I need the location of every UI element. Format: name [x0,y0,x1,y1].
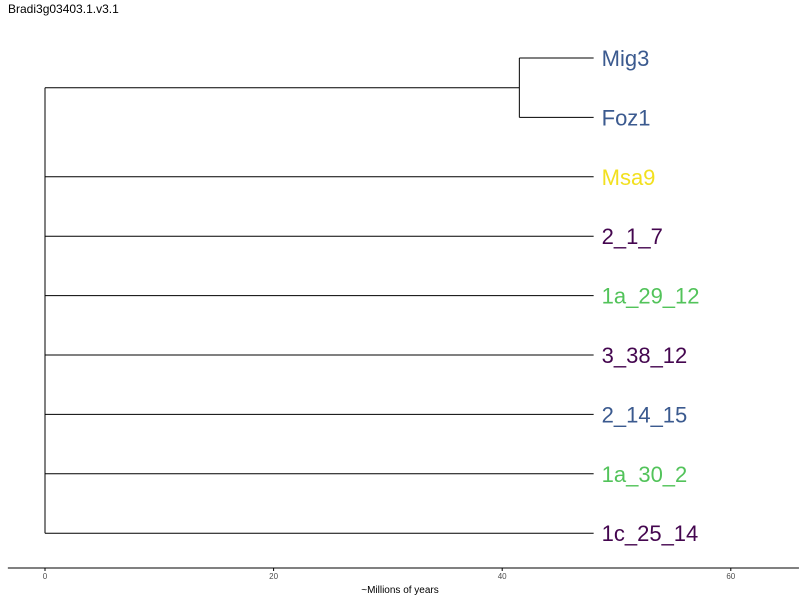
tip-label: 1c_25_14 [602,521,699,546]
tree-branches [44,57,594,534]
tip-label: Msa9 [602,165,656,190]
tip-label: 2_14_15 [602,402,688,427]
x-tick-label: 0 [43,572,48,581]
x-axis: 0 20 40 60 [7,567,799,581]
tip-label: Mig3 [602,46,650,71]
tip-labels: Mig3 Foz1 Msa9 2_1_7 1a_29_12 3_38_12 2_14_15 1… [602,46,700,546]
tip-label: 1a_30_2 [602,462,688,487]
tip-label: 3_38_12 [602,343,688,368]
tip-label: 1a_29_12 [602,284,700,309]
tip-label: Foz1 [602,105,651,130]
x-tick-label: 40 [498,572,507,581]
tip-label: 2_1_7 [602,224,663,249]
x-tick-label: 60 [726,572,735,581]
x-axis-title: ~Millions of years [361,585,439,596]
page-title: Bradi3g03403.1.v3.1 [8,2,119,16]
x-tick-label: 20 [269,572,278,581]
